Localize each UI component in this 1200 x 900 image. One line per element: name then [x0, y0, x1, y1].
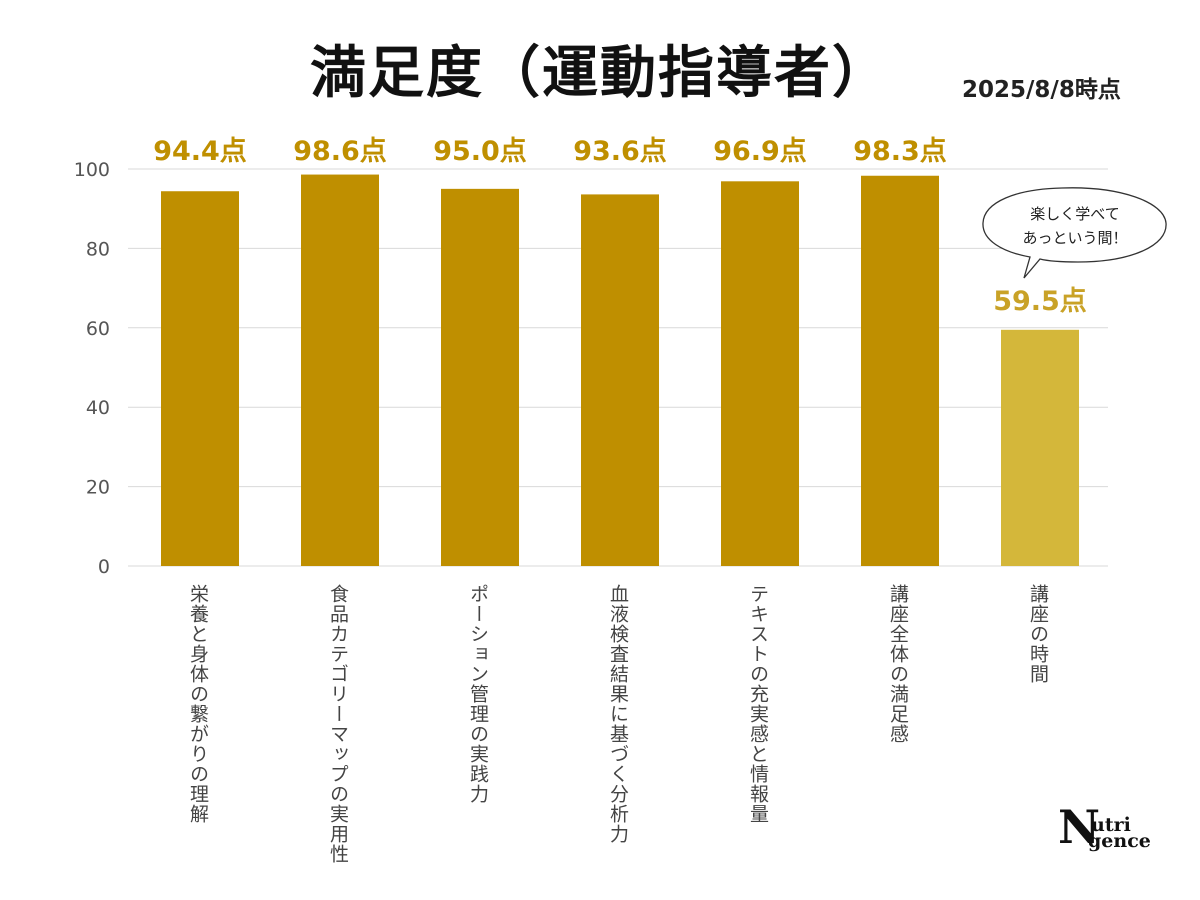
bar [581, 194, 659, 566]
x-tick-label: ポーション管理の実践力 [467, 584, 489, 804]
bar [441, 188, 519, 566]
data-label: 95.0点 [433, 136, 527, 167]
callout-line-1: 楽しく学べて [1030, 205, 1119, 223]
chart-title: 満足度（運動指導者） [310, 41, 890, 106]
y-tick-label: 100 [74, 159, 110, 181]
x-tick-label: テキストの充実感と情報量 [747, 584, 769, 824]
x-tick-label: 食品カテゴリーマップの実用性 [327, 584, 349, 864]
y-tick-label: 20 [86, 477, 110, 499]
data-label: 59.5点 [993, 286, 1087, 317]
data-label: 98.6点 [293, 136, 387, 167]
bars [161, 174, 1079, 567]
y-tick-label: 40 [86, 397, 110, 419]
callout-line-2: あっという間！ [1022, 229, 1127, 247]
bar [861, 175, 939, 566]
data-label: 93.6点 [573, 136, 667, 167]
y-tick-label: 60 [86, 318, 110, 340]
x-tick-label: 栄養と身体の繋がりの理解 [187, 584, 209, 824]
logo-text-utri: utri [1091, 814, 1131, 836]
y-tick-label: 80 [86, 238, 110, 260]
speech-bubble-shape [982, 187, 1167, 279]
bar [721, 181, 799, 566]
data-labels: 94.4点 98.6点 95.0点 93.6点 96.9点 98.3点 59.5点 [153, 136, 1087, 317]
x-tick-label: 血液検査結果に基づく分析力 [607, 584, 629, 844]
data-label: 98.3点 [853, 136, 947, 167]
data-label: 94.4点 [153, 136, 247, 167]
data-label: 96.9点 [713, 136, 807, 167]
bar [301, 174, 379, 567]
logo-letter-n: N [1058, 800, 1101, 854]
speech-bubble-callout: 楽しく学べて あっという間！ [982, 187, 1167, 279]
as-of-date: 2025/8/8時点 [962, 77, 1121, 103]
y-axis-ticks: 0 20 40 60 80 100 [74, 159, 110, 578]
logo-text-gence: gence [1088, 830, 1151, 852]
y-tick-label: 0 [98, 556, 110, 578]
nutrigence-logo: N utri gence [1058, 800, 1168, 870]
x-tick-label: 講座全体の満足感 [887, 584, 909, 744]
x-tick-label: 講座の時間 [1027, 584, 1049, 684]
bar [1001, 329, 1079, 566]
bar [161, 191, 239, 566]
